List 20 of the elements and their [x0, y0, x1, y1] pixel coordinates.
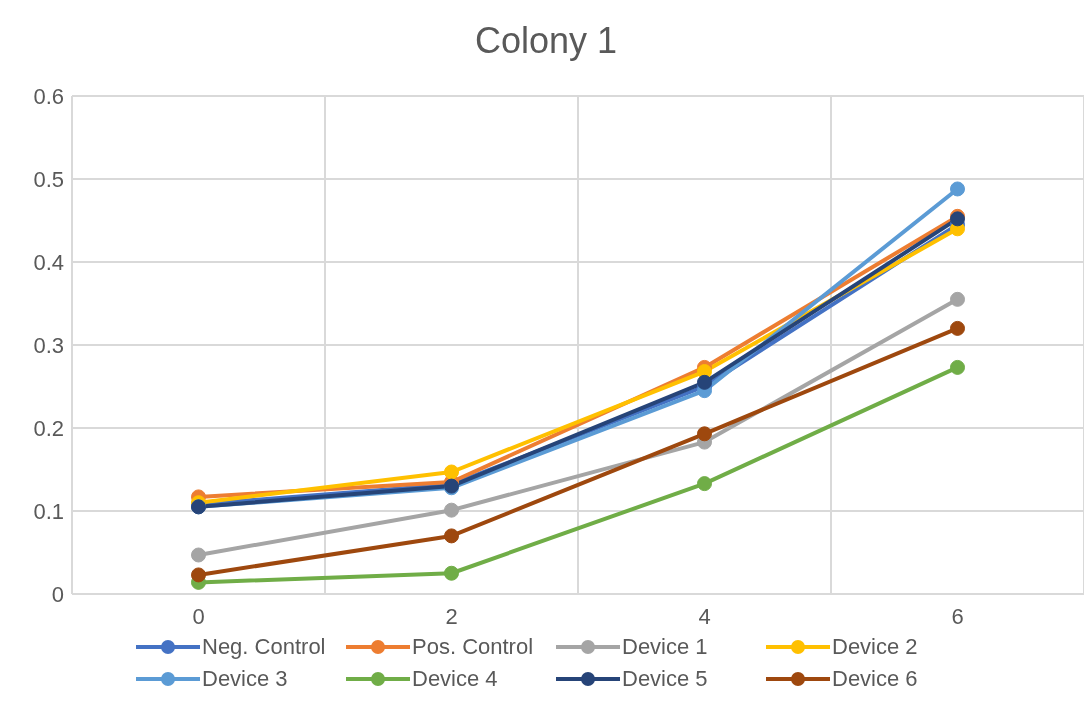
chart-title: Colony 1 — [473, 20, 619, 62]
y-tick-label: 0.6 — [33, 83, 64, 109]
legend-label: Device 6 — [832, 666, 918, 692]
x-tick-label: 4 — [698, 603, 711, 629]
y-tick-label: 0.3 — [33, 332, 64, 358]
legend-label: Device 5 — [622, 666, 708, 692]
y-tick-label: 0.1 — [33, 498, 64, 524]
x-tick-label: 6 — [951, 603, 964, 629]
x-tick-label: 2 — [445, 603, 458, 629]
legend-label: Device 3 — [202, 666, 288, 692]
x-tick-label: 0 — [192, 603, 205, 629]
y-tick-label: 0.2 — [33, 415, 64, 441]
y-tick-label: 0.4 — [33, 249, 64, 275]
y-tick-label: 0.5 — [33, 166, 64, 192]
legend-label: Device 4 — [412, 666, 498, 692]
legend-label: Device 1 — [622, 634, 708, 660]
y-tick-label: 0 — [51, 581, 64, 607]
legend-label: Neg. Control — [202, 634, 326, 660]
legend-label: Pos. Control — [412, 634, 534, 660]
legend-label: Device 2 — [832, 634, 918, 660]
